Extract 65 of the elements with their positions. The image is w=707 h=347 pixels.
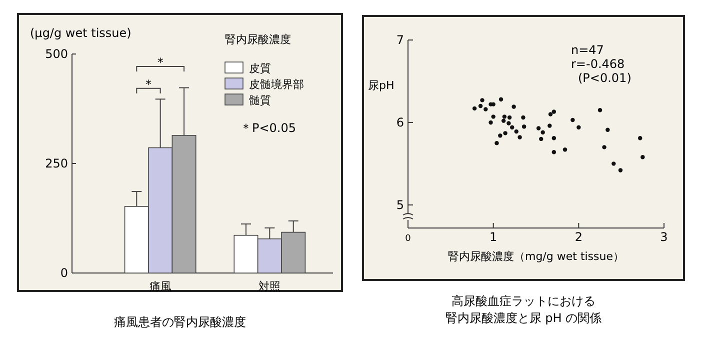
point (478, 104, 483, 108)
y-tick-label: 5 (396, 198, 404, 212)
y-tick-label: 7 (396, 33, 404, 48)
point (552, 110, 556, 114)
point (536, 126, 541, 130)
point (548, 112, 553, 116)
point (612, 162, 616, 166)
point (522, 124, 526, 129)
annotation: * (145, 77, 152, 92)
point (503, 131, 508, 136)
point (472, 106, 477, 111)
point (514, 129, 518, 134)
x-tick-label: 2 (574, 230, 582, 244)
x-tick-label: 0 (405, 234, 412, 244)
point (494, 140, 499, 146)
point (598, 108, 602, 112)
x-axis-title: 腎内尿酸濃度（mg/g wet tissue） (448, 250, 624, 263)
point (552, 136, 556, 140)
text: 痛風患者の腎内尿酸濃度 (114, 315, 246, 329)
x-tick-label: 痛風 (149, 280, 172, 293)
point (548, 124, 552, 128)
point (491, 114, 496, 119)
text: 高尿酸血症ラットにおける腎内尿酸濃度と尿 pH の関係 (445, 294, 602, 325)
annotation: n=47 (571, 43, 604, 57)
annotation: r=-0.468 (571, 57, 625, 71)
point (521, 115, 526, 120)
point (602, 145, 606, 150)
point (502, 114, 507, 119)
point (507, 115, 512, 120)
point (576, 125, 581, 130)
point (552, 150, 556, 154)
point (506, 121, 511, 126)
y-axis-title: (μg/g wet tissue) (30, 26, 132, 40)
x-tick-label: 1 (490, 230, 498, 244)
point (488, 120, 493, 125)
x-tick-label: 3 (660, 230, 668, 244)
point (510, 125, 514, 130)
legend-label: 髄質 (249, 94, 271, 107)
point (512, 104, 516, 109)
point (540, 130, 545, 134)
point (570, 118, 575, 122)
legend-label: 皮質 (249, 62, 271, 75)
x-tick-label: 対照 (258, 280, 281, 293)
annotation: ＊P<0.05 (240, 121, 296, 135)
point (640, 154, 645, 160)
y-tick-label: 250 (45, 156, 68, 171)
point (498, 134, 502, 138)
y-tick-label: 500 (45, 47, 68, 62)
legend-title: 腎内尿酸濃度 (225, 33, 291, 46)
y-axis-title: 尿pH (368, 79, 394, 92)
y-tick-label: 6 (396, 116, 404, 130)
legend-label: 皮髄境界部 (249, 78, 304, 91)
point (606, 128, 610, 132)
point (484, 107, 488, 112)
annotation: * (157, 56, 164, 70)
point (498, 97, 504, 102)
point (638, 136, 642, 140)
annotation: (P<0.01) (578, 71, 632, 85)
point (562, 148, 568, 152)
point (518, 135, 522, 140)
point (618, 168, 623, 172)
point (480, 98, 484, 102)
point (501, 118, 506, 123)
point (539, 136, 544, 142)
y-tick-label: 0 (60, 266, 68, 280)
